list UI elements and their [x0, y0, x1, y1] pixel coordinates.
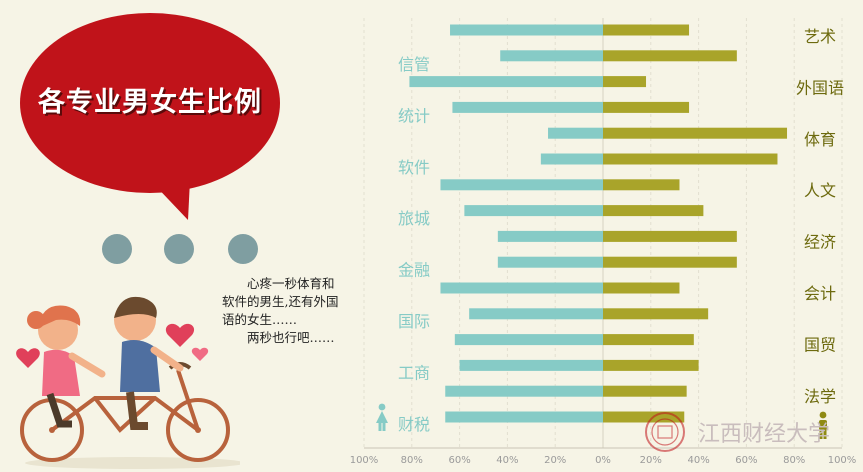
right-major-label: 法学 [804, 387, 836, 406]
male-bar [500, 50, 603, 62]
female-bar [603, 24, 690, 36]
gender-ratio-chart: 100% 80% 60% 40% 20% 0% 20% 40% 60% 80% 100% 信管统计软… [350, 18, 857, 466]
female-bar [603, 101, 690, 113]
male-bar [452, 101, 603, 113]
female-bar [603, 256, 737, 268]
female-bar [603, 230, 737, 242]
female-bar [603, 50, 737, 62]
caption-line-2: 两秒也行吧…… [247, 330, 335, 345]
male-bar [440, 282, 603, 294]
right-major-label: 会计 [804, 284, 836, 303]
dot-1 [102, 234, 132, 264]
x-tick-label: 80% [401, 455, 423, 466]
x-tick-label: 100% [828, 455, 857, 466]
right-major-label: 外国语 [796, 78, 844, 97]
female-bar [603, 127, 788, 139]
x-tick-label: 100% [350, 455, 379, 466]
female-bar [603, 76, 647, 88]
female-bar [603, 411, 685, 423]
male-bar [440, 179, 603, 191]
left-major-label: 工商 [398, 363, 430, 382]
left-major-label: 旅城 [398, 209, 430, 228]
chart-bars [409, 24, 788, 423]
x-tick-label: 40% [496, 455, 518, 466]
female-bar [603, 205, 704, 217]
right-major-label: 体育 [804, 130, 836, 149]
male-bar [497, 230, 603, 242]
x-tick-label: 40% [687, 455, 709, 466]
x-tick-label: 20% [544, 455, 566, 466]
left-major-label: 国际 [398, 312, 430, 331]
female-bar [603, 359, 699, 371]
woman-icon [376, 403, 388, 431]
female-bar [603, 179, 680, 191]
x-tick-label: 80% [783, 455, 805, 466]
page-title: 各专业男女生比例 [38, 87, 262, 118]
male-bar [450, 24, 603, 36]
male-bar [540, 153, 603, 165]
male-bar [469, 308, 603, 320]
male-bar [454, 334, 603, 346]
right-major-label: 经济 [804, 233, 836, 252]
male-bar [459, 359, 603, 371]
university-seal [645, 412, 685, 452]
female-bar [603, 334, 694, 346]
right-major-label: 艺术 [804, 27, 836, 46]
female-bar [603, 282, 680, 294]
couple-tandem-bike-illustration [16, 296, 240, 469]
left-major-label: 信管 [398, 55, 430, 74]
male-bar [548, 127, 603, 139]
caption: 心疼一秒体育和软件的男生,还有外国语的女生…… 两秒也行吧…… [222, 275, 340, 347]
female-bar [603, 153, 778, 165]
male-bar [464, 205, 603, 217]
speech-bubble [0, 0, 330, 230]
caption-line-1: 心疼一秒体育和软件的男生,还有外国语的女生…… [222, 276, 339, 327]
right-major-label: 国贸 [804, 335, 836, 354]
x-tick-label: 0% [595, 455, 611, 466]
man-icon [819, 411, 827, 439]
male-bar [445, 385, 603, 397]
male-bar [409, 76, 603, 88]
x-axis-ticks: 100% 80% 60% 40% 20% 0% 20% 40% 60% 80% 100% [350, 455, 857, 466]
male-bar [445, 411, 603, 423]
dot-2 [164, 234, 194, 264]
female-bar [603, 385, 687, 397]
left-major-label: 软件 [398, 158, 430, 177]
x-tick-label: 60% [448, 455, 470, 466]
female-bar [603, 308, 709, 320]
x-tick-label: 20% [640, 455, 662, 466]
dot-3 [228, 234, 258, 264]
right-major-label: 人文 [804, 181, 836, 200]
left-major-label: 金融 [398, 261, 430, 280]
left-major-label: 财税 [398, 415, 430, 434]
male-bar [497, 256, 603, 268]
watermark-text: 江西财经大学 [698, 422, 830, 447]
left-major-label: 统计 [398, 106, 430, 125]
x-tick-label: 60% [735, 455, 757, 466]
